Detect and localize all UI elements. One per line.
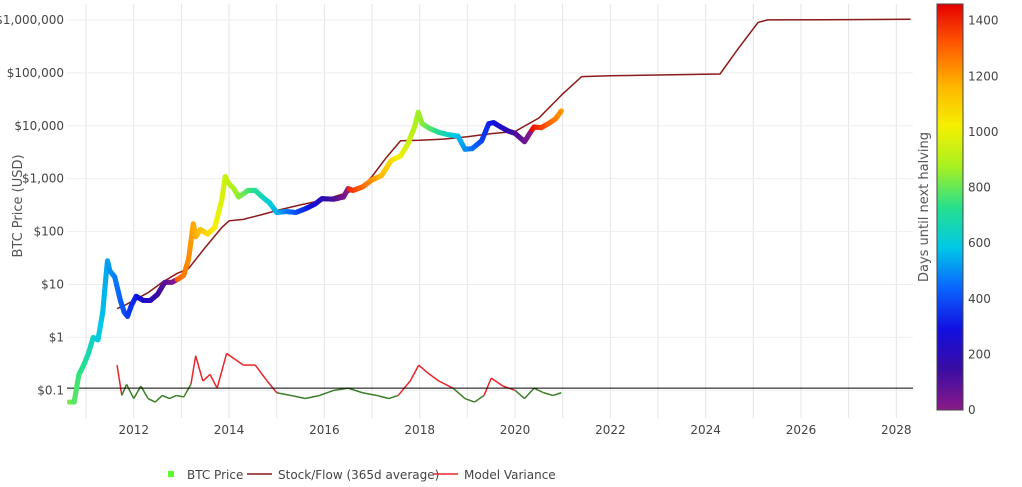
legend-item-btc-price[interactable]: BTC Price [168,468,243,482]
x-tick-label: 2014 [214,423,245,437]
y-tick-label: $1 [49,330,64,344]
model-variance-segment [524,387,535,400]
legend: BTC Price Stock/Flow (365d average) Mode… [168,468,556,482]
x-tick-label: 2012 [118,423,149,437]
model-variance-segment [376,394,389,400]
model-variance-segment [362,392,377,397]
colorbar-tick-label: 1000 [968,125,999,139]
model-variance-segment [226,352,235,360]
model-variance-segment [147,397,156,403]
plot-background [67,4,913,418]
model-variance-segment [121,384,128,396]
model-variance-segment [216,353,228,389]
colorbar-tick-label: 800 [968,181,991,195]
model-variance-segment [388,394,399,400]
model-variance-segment [514,389,526,400]
legend-label-btc-price: BTC Price [187,468,243,482]
colorbar-tick-label: 0 [968,403,976,417]
model-variance-segment [426,371,440,382]
btc-price-markers [67,108,564,405]
model-variance-segment [543,392,554,397]
gridlines [67,4,913,418]
model-variance-segment [552,392,562,397]
model-variance-segment [290,394,306,400]
legend-marker-btc-price [168,471,174,477]
x-tick-label: 2020 [500,423,531,437]
x-tick-label: 2024 [690,423,721,437]
model-variance-segment [347,387,363,394]
colorbar-ticks: 0 200 400 600 800 1000 1200 1400 [968,14,999,417]
x-tick-label: 2026 [786,423,817,437]
y-axis-title: BTC Price (USD) [11,154,26,257]
model-variance-segment [474,394,485,403]
colorbar-tick-label: 1400 [968,14,999,28]
model-variance-segment [418,364,428,373]
model-variance-line [116,352,562,403]
model-variance-segment [533,387,544,394]
x-tick-label: 2018 [404,423,435,437]
model-variance-segment [452,387,466,400]
y-tick-label: $100,000 [7,66,64,80]
model-variance-segment [162,394,170,400]
model-variance-segment [169,394,177,400]
model-variance-segment [438,380,454,389]
stock-to-flow-line [116,18,911,310]
colorbar-tick-label: 1200 [968,69,999,83]
x-tick-label: 2028 [881,423,912,437]
model-variance-segment [209,374,218,389]
y-tick-label: $10 [41,278,64,292]
colorbar: 0 200 400 600 800 1000 1200 1400 Days until nex… [917,3,999,417]
model-variance-segment [266,380,278,394]
model-variance-segment [319,389,335,397]
colorbar-gradient [936,3,964,411]
model-variance-segment [276,392,292,397]
model-variance-segment [490,377,504,387]
x-tick-label: 2022 [595,423,626,437]
model-variance-segment [409,364,420,382]
model-variance-segment [154,394,163,403]
model-variance-segment [202,373,211,382]
model-variance-segment [483,377,492,396]
x-tick-label: 2016 [309,423,340,437]
legend-item-stock-to-flow[interactable]: Stock/Flow (365d average) [247,468,439,482]
y-axis-ticks: $0.1 $1 $10 $100 $1,000 $10,000 $100,000 $1,000… [0,13,64,397]
model-variance-segment [233,357,244,366]
model-variance-segment [194,355,204,382]
y-tick-label: $10,000 [14,119,64,133]
btc-price-point [558,108,564,114]
colorbar-title: Days until next halving [917,132,932,282]
model-variance-segment [190,355,197,385]
model-variance-segment [116,364,123,396]
model-variance-segment [176,394,184,398]
model-variance-segment [464,397,475,403]
colorbar-tick-label: 600 [968,236,991,250]
model-variance-segment [305,394,320,400]
model-variance-segment [254,364,268,382]
y-tick-label: $1,000 [22,172,64,186]
colorbar-tick-label: 400 [968,292,991,306]
legend-label-model-variance: Model Variance [464,468,556,482]
stock-to-flow-path [116,18,911,310]
model-variance-segment [183,383,192,398]
x-axis-ticks: 2012 2014 2016 2018 2020 2022 2024 2026 2028 [118,423,911,437]
plot-area [67,18,913,405]
y-tick-label: $1,000,000 [0,13,64,27]
y-tick-label: $0.1 [37,383,64,397]
legend-label-stock-to-flow: Stock/Flow (365d average) [278,468,439,482]
model-variance-segment [125,383,135,399]
legend-item-model-variance[interactable]: Model Variance [433,468,556,482]
y-tick-label: $100 [33,225,64,239]
colorbar-tick-label: 200 [968,347,991,361]
